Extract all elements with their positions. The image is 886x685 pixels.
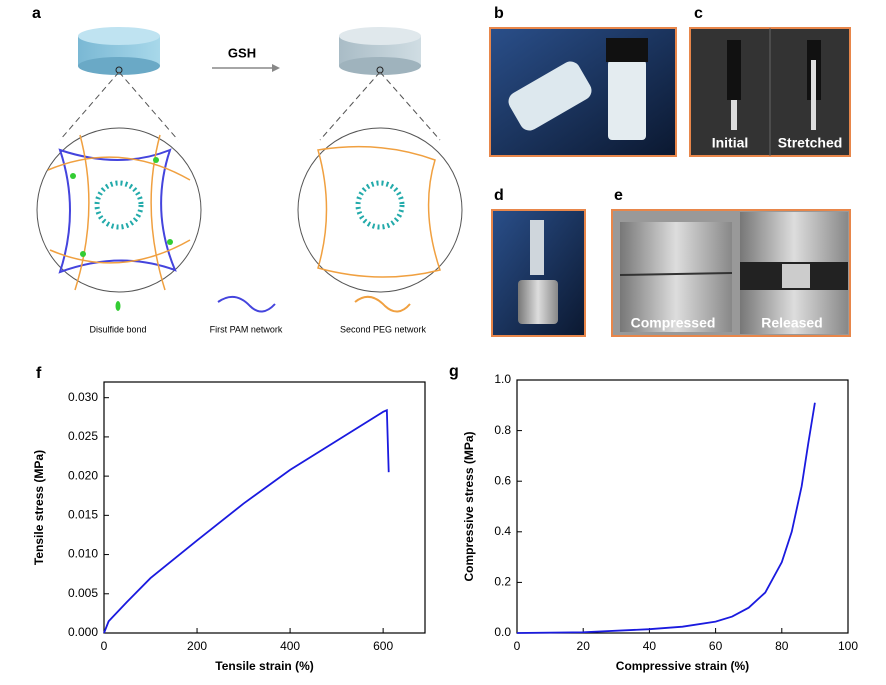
legend-swatch [217, 295, 276, 313]
panel-label: b [494, 5, 504, 22]
y-axis-label: Tensile stress (MPa) [32, 450, 46, 565]
panel-label: a [32, 5, 41, 22]
x-tick-label: 100 [838, 639, 858, 653]
y-tick-label: 0.4 [494, 524, 511, 538]
x-tick-label: 80 [775, 639, 789, 653]
photo [489, 27, 677, 157]
panel-label: e [614, 187, 623, 204]
y-tick-label: 0.010 [68, 547, 98, 561]
panel-label: g [449, 363, 459, 380]
panel-label: d [494, 187, 504, 204]
panel-label: f [36, 365, 42, 382]
photo [689, 27, 851, 157]
legend-label: First PAM network [210, 324, 283, 334]
arrow-head [272, 64, 280, 72]
y-tick-label: 0.020 [68, 468, 98, 482]
x-tick-label: 600 [373, 639, 393, 653]
hydrogel-before [36, 27, 202, 293]
x-tick-label: 40 [643, 639, 657, 653]
legend-label: Disulfide bond [89, 324, 146, 334]
legend-label: Second PEG network [340, 324, 427, 334]
photo [491, 209, 586, 337]
y-tick-label: 0.015 [68, 508, 98, 522]
legend-swatch [354, 295, 411, 313]
x-axis-label: Compressive strain (%) [616, 659, 749, 673]
y-tick-label: 0.8 [494, 423, 511, 437]
hydrogel-after [297, 27, 463, 293]
x-tick-label: 20 [577, 639, 591, 653]
x-tick-label: 0 [514, 639, 521, 653]
x-tick-label: 200 [187, 639, 207, 653]
y-tick-label: 0.025 [68, 429, 98, 443]
y-tick-label: 1.0 [494, 372, 511, 386]
panel-label: c [694, 5, 703, 22]
data-line [516, 402, 816, 634]
y-tick-label: 0.030 [68, 390, 98, 404]
photo-caption: Stretched [778, 135, 843, 151]
y-axis-label: Compressive stress (MPa) [462, 431, 476, 581]
x-tick-label: 400 [280, 639, 300, 653]
x-tick-label: 60 [709, 639, 723, 653]
photo [611, 209, 851, 337]
y-tick-label: 0.0 [494, 625, 511, 639]
data-line [103, 408, 390, 634]
y-tick-label: 0.2 [494, 575, 511, 589]
photo-caption: Compressed [631, 315, 716, 331]
y-tick-label: 0.005 [68, 586, 98, 600]
photo-caption: Released [761, 315, 822, 331]
x-tick-label: 0 [101, 639, 108, 653]
arrow-label: GSH [228, 45, 256, 60]
y-tick-label: 0.000 [68, 625, 98, 639]
plot-frame [516, 379, 849, 634]
legend-swatch [115, 301, 121, 311]
plot-frame [103, 381, 426, 634]
photo-caption: Initial [712, 135, 749, 151]
y-tick-label: 0.6 [494, 473, 511, 487]
x-axis-label: Tensile strain (%) [215, 659, 313, 673]
